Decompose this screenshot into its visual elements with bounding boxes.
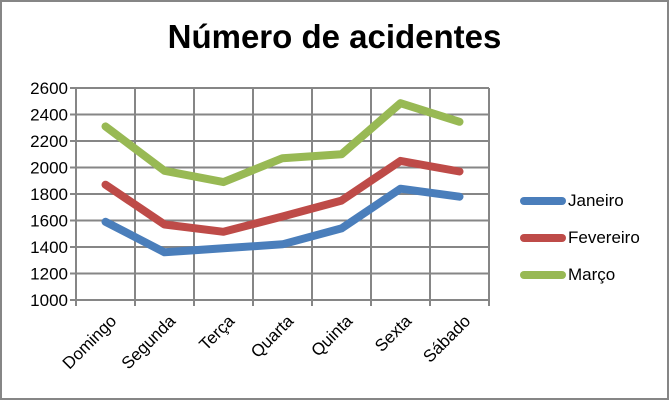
x-tick-label: Sábado — [419, 311, 474, 366]
y-tick-label: 2200 — [30, 132, 68, 151]
x-tick-label: Segunda — [118, 311, 180, 373]
legend-label: Março — [568, 264, 616, 284]
chart-title: Número de acidentes — [167, 18, 502, 55]
x-tick-label: Sexta — [371, 311, 416, 356]
y-tick-label: 1600 — [30, 212, 68, 231]
y-tick-label: 1000 — [30, 291, 68, 310]
legend-item-fevereiro: Fevereiro — [520, 219, 640, 256]
legend-swatch-janeiro — [520, 196, 566, 205]
series-line-fevereiro — [101, 156, 464, 236]
y-tick-label: 2400 — [30, 106, 68, 125]
legend-swatch-marco — [520, 270, 566, 279]
x-tick-label: Quarta — [247, 311, 298, 362]
series-line-março — [101, 99, 464, 187]
legend-item-janeiro: Janeiro — [520, 182, 640, 219]
x-tick-label: Quinta — [307, 311, 356, 360]
x-tick-label: Terça — [195, 311, 238, 354]
legend-swatch-fevereiro — [520, 233, 566, 242]
legend: Janeiro Fevereiro Março — [520, 182, 640, 293]
legend-label: Janeiro — [568, 190, 624, 210]
series-line-janeiro — [101, 184, 464, 257]
legend-item-marco: Março — [520, 256, 640, 293]
x-tick-label: Domingo — [59, 311, 121, 373]
y-tick-label: 2000 — [30, 159, 68, 178]
y-tick-label: 2600 — [30, 79, 68, 98]
legend-label: Fevereiro — [568, 227, 640, 247]
y-tick-label: 1200 — [30, 265, 68, 284]
y-tick-label: 1800 — [30, 185, 68, 204]
y-tick-label: 1400 — [30, 238, 68, 257]
